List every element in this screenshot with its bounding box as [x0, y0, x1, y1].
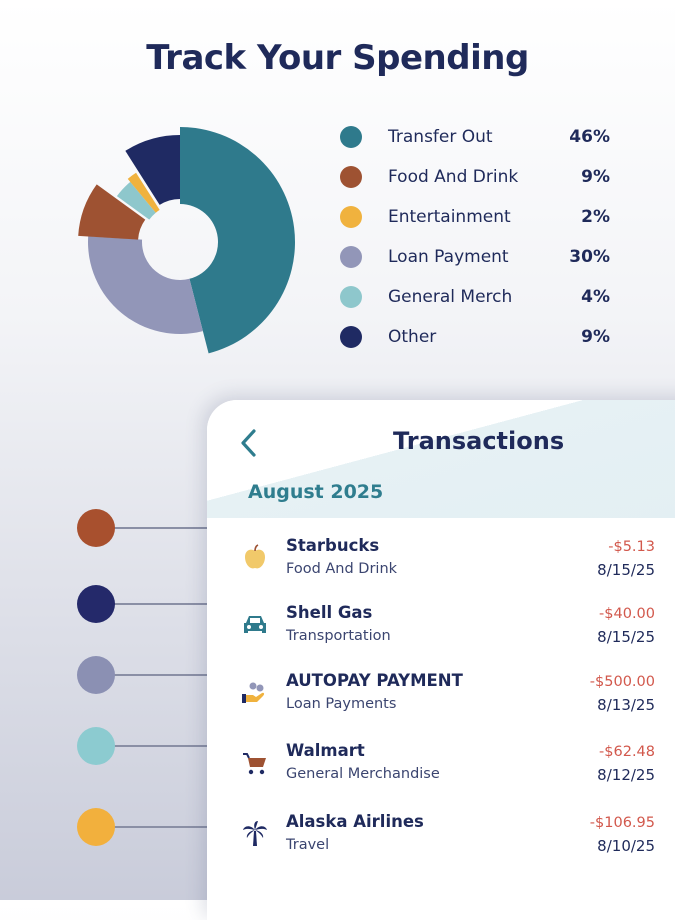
transactions-card: Transactions August 2025 Starbucks Food … [207, 400, 675, 920]
timeline-dot [77, 509, 115, 547]
legend-item: Other 9% [340, 317, 610, 357]
transaction-amount: -$40.00 [599, 606, 655, 622]
chart-legend: Transfer Out 46% Food And Drink 9% Entertain… [340, 117, 610, 357]
page-title: Track Your Spending [146, 38, 529, 78]
legend-swatch [340, 326, 362, 348]
transaction-category: General Merchandise [286, 766, 440, 782]
transaction-name: Walmart [286, 741, 365, 760]
hand-coins-icon [240, 678, 270, 708]
legend-item: General Merch 4% [340, 277, 610, 317]
legend-swatch [340, 206, 362, 228]
legend-value: 46% [569, 127, 610, 147]
pie-slice-other [125, 135, 180, 205]
legend-label: General Merch [388, 287, 513, 307]
timeline-line [96, 674, 210, 676]
transaction-name: AUTOPAY PAYMENT [286, 671, 463, 690]
transaction-row[interactable]: Walmart General Merchandise -$62.48 8/12… [207, 738, 667, 788]
transaction-category: Transportation [286, 628, 391, 644]
legend-item: Entertainment 2% [340, 197, 610, 237]
transaction-row[interactable]: Starbucks Food And Drink -$5.13 8/15/25 [207, 533, 667, 583]
legend-swatch [340, 286, 362, 308]
timeline-dot [77, 656, 115, 694]
transaction-row[interactable]: Shell Gas Transportation -$40.00 8/15/25 [207, 600, 667, 650]
transaction-date: 8/13/25 [597, 696, 655, 714]
legend-swatch [340, 246, 362, 268]
transaction-category: Food And Drink [286, 561, 398, 577]
palm-tree-icon [240, 819, 270, 849]
shopping-cart-icon [240, 748, 270, 778]
transaction-category: Travel [286, 837, 330, 853]
transaction-date: 8/15/25 [597, 628, 655, 646]
apple-icon [240, 543, 270, 573]
transaction-date: 8/12/25 [597, 766, 655, 784]
transaction-name: Shell Gas [286, 603, 373, 622]
transaction-amount: -$62.48 [599, 744, 655, 760]
legend-value: 2% [581, 207, 610, 227]
legend-item: Transfer Out 46% [340, 117, 610, 157]
transaction-row[interactable]: AUTOPAY PAYMENT Loan Payments -$500.00 8… [207, 668, 667, 718]
legend-label: Transfer Out [388, 127, 493, 147]
transaction-name: Alaska Airlines [286, 812, 424, 831]
timeline-dot [77, 808, 115, 846]
pie-slice-food-and-drink [78, 184, 146, 240]
timeline-line [96, 527, 210, 529]
month-label: August 2025 [248, 481, 384, 503]
pie-slice-loan-payment [88, 236, 203, 334]
pie-slice-general-merch [116, 181, 156, 220]
legend-swatch [340, 126, 362, 148]
timeline-line [96, 745, 210, 747]
legend-label: Food And Drink [388, 167, 519, 187]
timeline-dot [77, 585, 115, 623]
transaction-amount: -$106.95 [589, 815, 655, 831]
pie-slice-entertainment [127, 172, 160, 213]
legend-value: 4% [581, 287, 610, 307]
legend-value: 9% [581, 167, 610, 187]
legend-label: Entertainment [388, 207, 511, 227]
card-title: Transactions [393, 427, 565, 455]
transaction-row[interactable]: Alaska Airlines Travel -$106.95 8/10/25 [207, 809, 667, 859]
spending-pie-chart [78, 127, 296, 354]
transaction-amount: -$5.13 [608, 539, 655, 555]
legend-value: 9% [581, 327, 610, 347]
chevron-left-icon[interactable] [237, 428, 267, 458]
transaction-date: 8/15/25 [597, 561, 655, 579]
legend-swatch [340, 166, 362, 188]
transaction-category: Loan Payments [286, 696, 397, 712]
legend-label: Other [388, 327, 437, 347]
car-icon [240, 610, 270, 640]
legend-item: Food And Drink 9% [340, 157, 610, 197]
legend-item: Loan Payment 30% [340, 237, 610, 277]
timeline-line [96, 603, 210, 605]
pie-slice-transfer-out [180, 127, 296, 354]
card-header: Transactions August 2025 [207, 400, 675, 518]
legend-value: 30% [569, 247, 610, 267]
transaction-date: 8/10/25 [597, 837, 655, 855]
timeline-line [96, 826, 210, 828]
timeline-dot [77, 727, 115, 765]
transaction-name: Starbucks [286, 536, 380, 555]
legend-label: Loan Payment [388, 247, 509, 267]
transaction-amount: -$500.00 [589, 674, 655, 690]
